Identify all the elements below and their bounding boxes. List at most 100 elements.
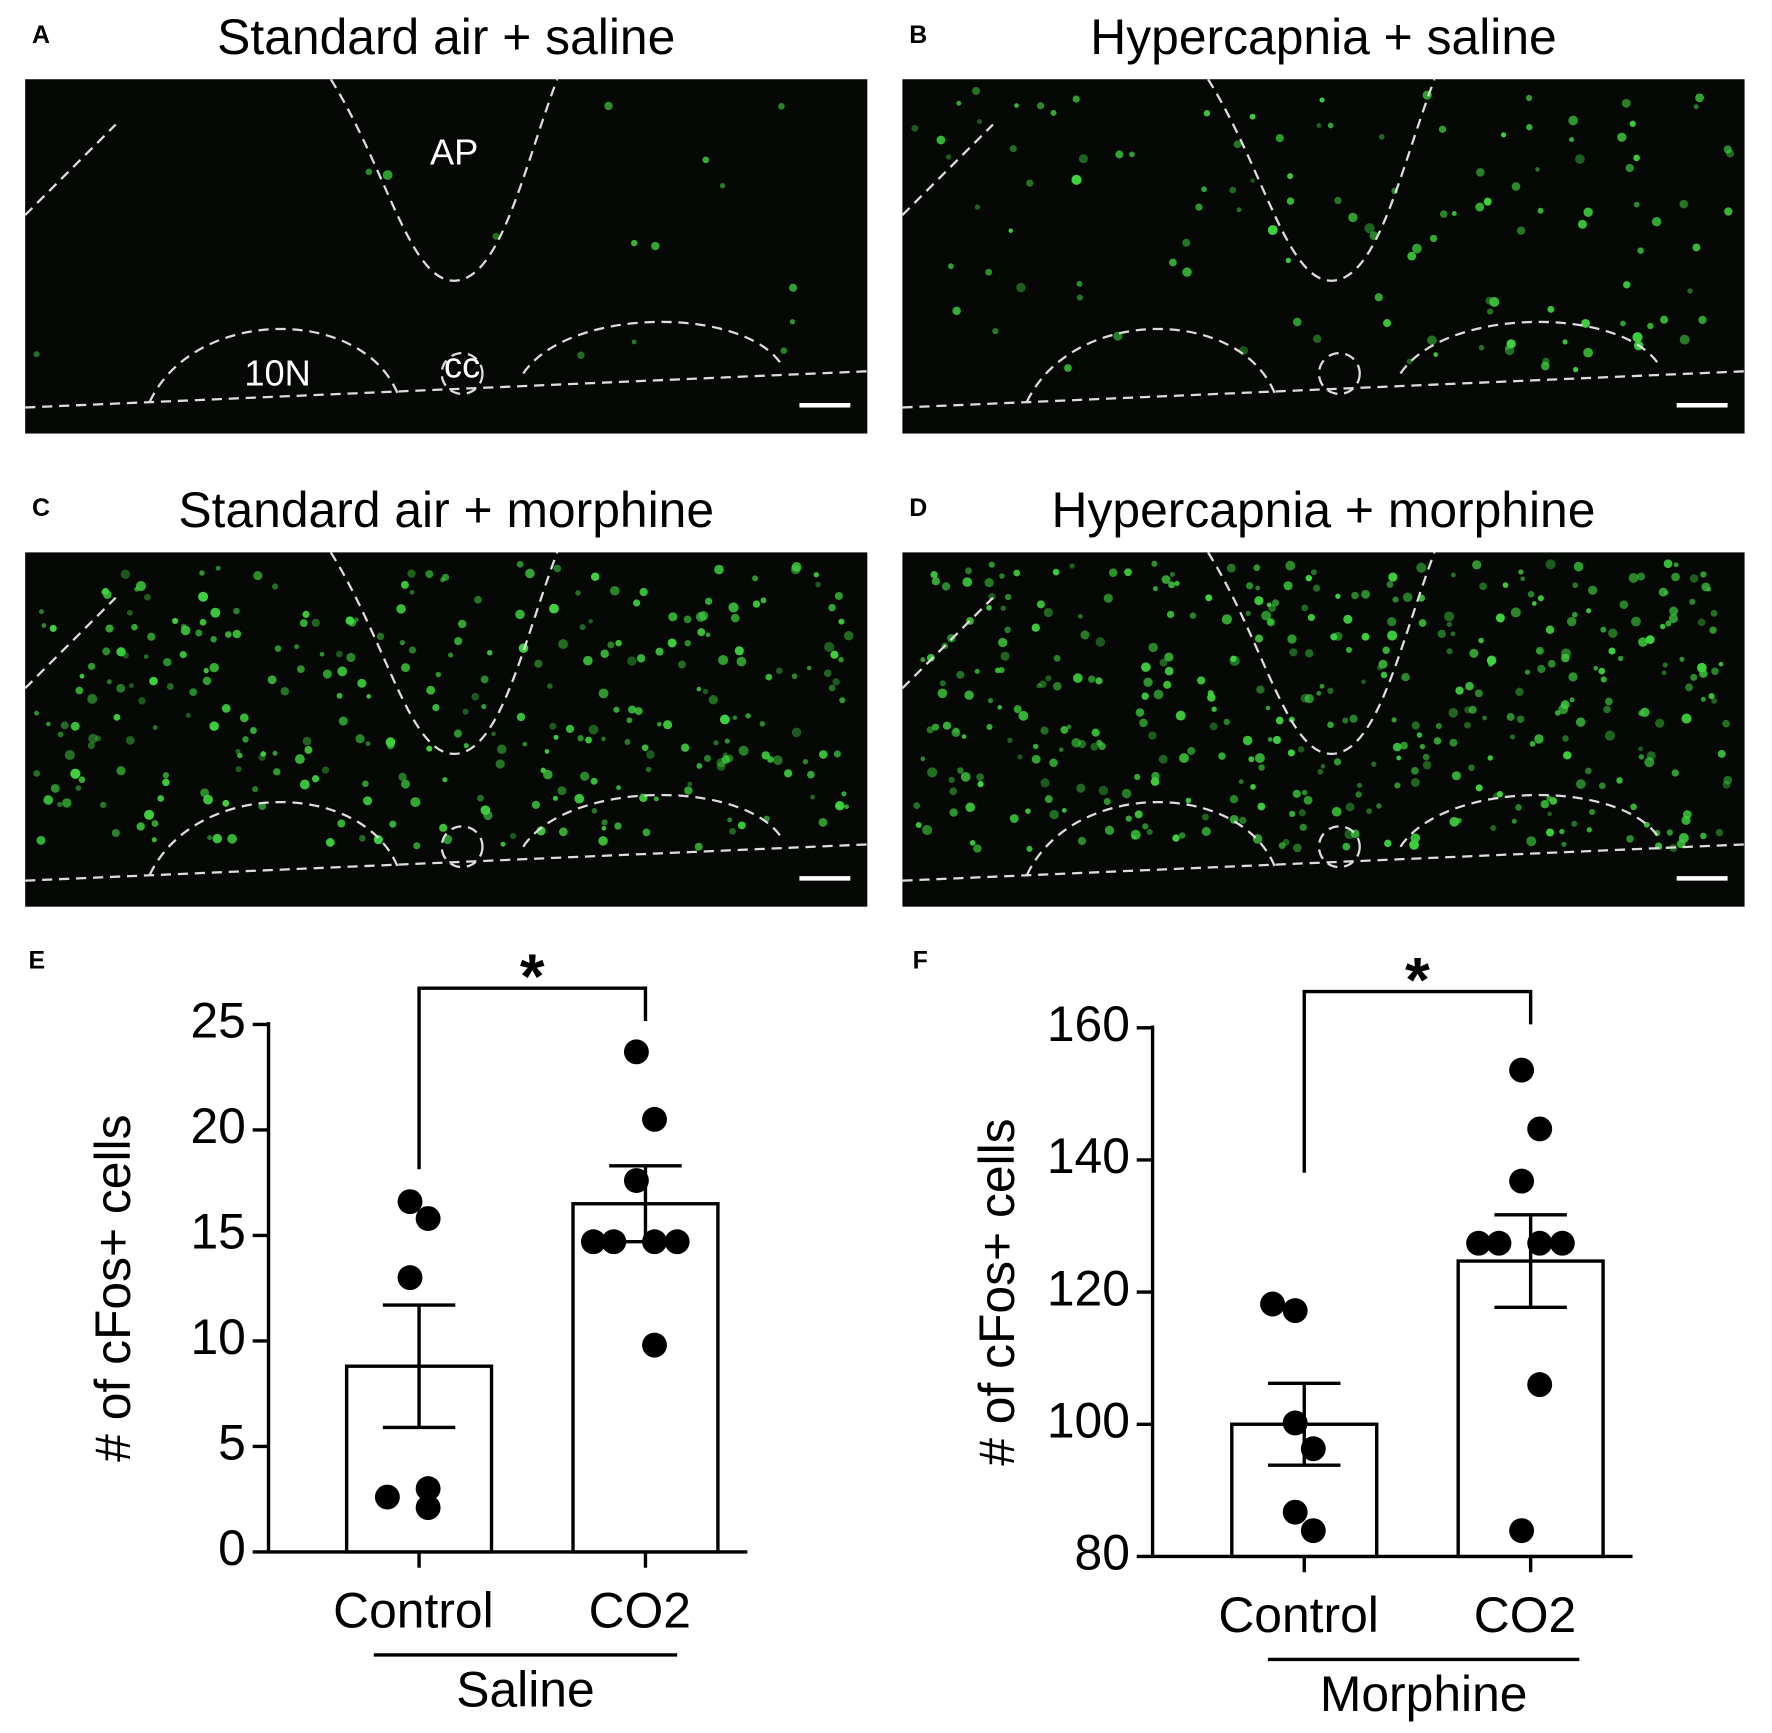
cell — [807, 770, 815, 779]
cell — [1000, 651, 1010, 661]
cell — [1134, 773, 1141, 781]
cell — [1053, 654, 1061, 662]
outline — [1317, 352, 1361, 396]
cell — [1693, 104, 1699, 110]
cell — [1151, 771, 1160, 781]
cell — [802, 759, 809, 765]
cell — [655, 647, 664, 656]
cell — [440, 577, 445, 583]
cell — [1292, 317, 1302, 327]
cell — [1655, 718, 1665, 728]
cell — [481, 703, 487, 710]
cell — [1387, 617, 1397, 627]
cell — [1121, 788, 1132, 799]
cell — [590, 572, 600, 581]
cell — [1146, 828, 1153, 835]
data-point — [1486, 1230, 1512, 1256]
cell — [1629, 120, 1636, 127]
cell — [780, 347, 788, 355]
cell — [1158, 754, 1168, 764]
cell — [790, 564, 801, 575]
cell — [1098, 785, 1109, 796]
cell — [580, 771, 590, 781]
cell — [760, 597, 767, 604]
cell — [1267, 225, 1278, 236]
cell — [1698, 315, 1707, 325]
cell — [1527, 590, 1535, 598]
cell — [398, 772, 407, 781]
cell — [1600, 626, 1607, 633]
cell — [296, 665, 305, 674]
cell — [1679, 656, 1685, 662]
cell — [1189, 612, 1197, 619]
cell — [987, 698, 994, 704]
cell — [1040, 778, 1050, 788]
cell — [49, 624, 57, 632]
cell — [1535, 167, 1540, 172]
cell — [810, 794, 816, 800]
cell — [1115, 150, 1124, 159]
cell — [1464, 706, 1472, 714]
cell — [476, 794, 484, 802]
cell — [1077, 836, 1087, 846]
cell — [1435, 722, 1442, 729]
cell — [235, 766, 242, 773]
cell — [986, 605, 992, 611]
cell — [1254, 596, 1264, 606]
cell — [1573, 561, 1584, 572]
cell — [366, 694, 371, 699]
cell — [1534, 734, 1544, 744]
cell — [1009, 145, 1017, 153]
cell — [988, 593, 996, 601]
cell — [738, 745, 749, 756]
cell — [345, 616, 355, 625]
cell — [1327, 687, 1334, 695]
data-point — [623, 1168, 649, 1193]
cell — [1439, 210, 1448, 218]
significance-label: * — [1405, 946, 1430, 1016]
cell — [1153, 689, 1164, 700]
cell — [252, 786, 259, 793]
cell — [1433, 352, 1439, 357]
cell — [1468, 764, 1475, 772]
cell — [1299, 823, 1307, 831]
cell — [1663, 559, 1673, 569]
cell — [1588, 808, 1596, 816]
cell — [227, 833, 238, 844]
cell — [410, 797, 421, 808]
cell — [1529, 741, 1536, 747]
cell — [1060, 726, 1069, 734]
cell — [1039, 680, 1047, 688]
cell — [36, 835, 46, 845]
cell — [838, 618, 845, 625]
cell — [714, 564, 724, 575]
cell — [1380, 671, 1388, 679]
cell — [1456, 817, 1462, 824]
cell — [272, 583, 279, 590]
cell — [1449, 738, 1458, 747]
cell — [838, 656, 844, 663]
cell — [1689, 574, 1699, 583]
cell — [702, 156, 710, 164]
cell — [1209, 722, 1218, 731]
cell — [495, 759, 505, 769]
cell — [299, 619, 308, 627]
cell — [1289, 810, 1296, 817]
cell — [1229, 186, 1237, 194]
data-point — [1300, 1518, 1326, 1544]
cell — [1159, 658, 1168, 667]
cell — [684, 786, 693, 795]
cell — [1287, 634, 1297, 644]
cell — [1496, 791, 1504, 798]
cell — [1583, 347, 1593, 358]
cell — [942, 721, 952, 730]
cell — [841, 791, 847, 797]
cell — [1626, 835, 1634, 843]
cell — [953, 727, 960, 734]
cell — [1572, 582, 1579, 589]
data-point — [1466, 1230, 1492, 1256]
cell — [1179, 753, 1189, 763]
cell — [626, 717, 633, 724]
cell — [1384, 839, 1392, 848]
cell — [598, 688, 609, 699]
